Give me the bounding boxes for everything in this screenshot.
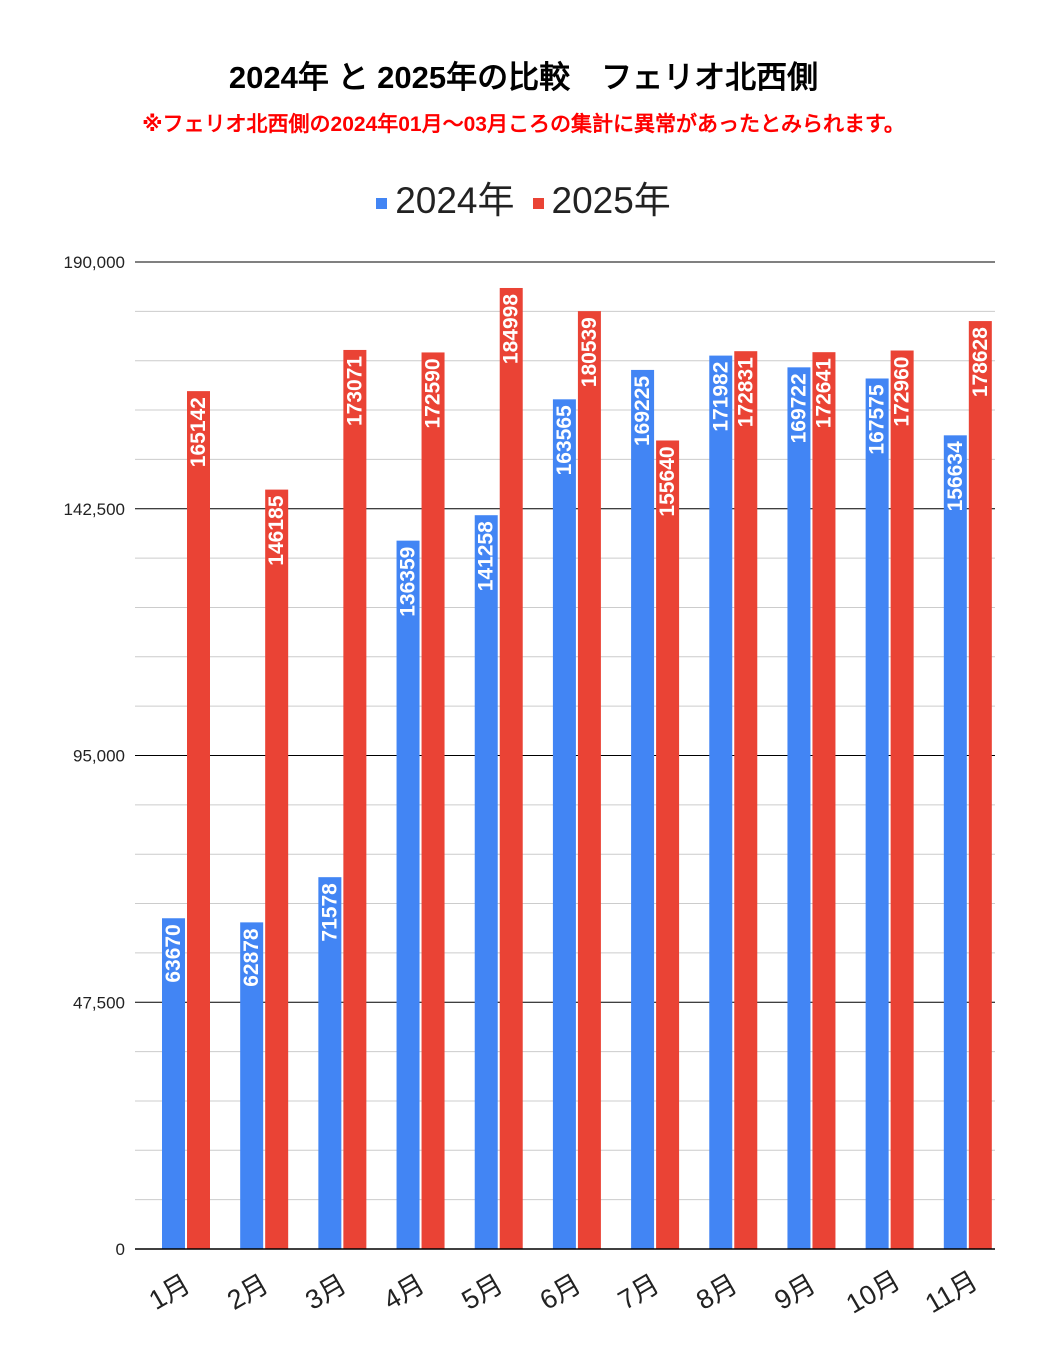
y-tick-label: 190,000 [64, 253, 125, 272]
bar-2025 [421, 352, 445, 1249]
data-label: 146185 [265, 495, 288, 565]
bar-2025 [265, 489, 289, 1249]
data-label: 62878 [240, 928, 263, 987]
bar-2025 [734, 351, 758, 1249]
data-label: 165142 [187, 397, 210, 467]
x-tick-label: 9月 [769, 1269, 820, 1316]
x-tick-label: 5月 [457, 1269, 508, 1316]
data-label: 155640 [656, 446, 679, 516]
legend-item-2024: 2024年 [376, 170, 515, 224]
y-tick-label: 142,500 [64, 500, 125, 519]
data-label: 172831 [734, 357, 757, 427]
data-label: 163565 [553, 405, 576, 475]
legend-item-2025: 2025年 [532, 170, 671, 224]
data-label: 169722 [787, 373, 810, 443]
bar-2024 [552, 399, 576, 1249]
bar-2024 [709, 355, 733, 1249]
data-label: 141258 [475, 521, 498, 591]
bar-2024 [865, 378, 889, 1250]
bar-2024 [943, 435, 967, 1249]
chart-subtitle: ※フェリオ北西側の2024年01月～03月ころの集計に異常があったとみられます。 [142, 113, 905, 136]
bar-2025 [656, 440, 680, 1249]
data-label: 184998 [500, 294, 523, 364]
x-tick-label: 6月 [535, 1269, 586, 1316]
data-label: 136359 [397, 547, 420, 617]
data-label: 71578 [318, 883, 341, 942]
x-tick-label: 3月 [300, 1269, 351, 1316]
x-tick-label: 8月 [691, 1269, 742, 1316]
bar-2024 [162, 918, 185, 1249]
bar-2024 [396, 540, 420, 1249]
legend-swatch [532, 197, 544, 209]
chart-title: 2024年 と 2025年の比較 フェリオ北西側 [228, 60, 819, 95]
y-tick-label: 95,000 [73, 747, 125, 766]
x-tick-label: 2月 [222, 1269, 273, 1316]
bar-2025 [968, 321, 992, 1249]
bar-2024 [318, 877, 342, 1249]
bar-2025 [890, 350, 914, 1249]
y-tick-label: 47,500 [73, 993, 125, 1012]
data-label: 169225 [631, 376, 654, 446]
data-label: 180539 [578, 317, 601, 387]
data-label: 167575 [866, 384, 889, 454]
data-label: 63670 [162, 924, 185, 982]
bar-2025 [577, 311, 601, 1249]
bar-2025 [343, 349, 367, 1249]
data-label: 171982 [709, 362, 732, 432]
data-label: 173071 [343, 356, 366, 426]
legend-swatch [376, 197, 388, 209]
x-tick-label: 10月 [841, 1265, 905, 1320]
bar-2025 [187, 391, 210, 1250]
legend: 2024年 2025年 [0, 170, 1047, 224]
x-tick-label: 7月 [613, 1269, 664, 1316]
legend-label: 2024年 [395, 180, 515, 221]
data-label: 178628 [969, 327, 992, 397]
data-label: 156634 [944, 441, 967, 511]
bar-2024 [787, 367, 811, 1249]
legend-label: 2025年 [551, 180, 671, 221]
data-label: 172641 [812, 358, 835, 428]
bar-2024 [474, 515, 498, 1249]
x-tick-label: 1月 [144, 1269, 195, 1316]
bar-2024 [631, 369, 655, 1249]
data-label: 172590 [422, 358, 445, 428]
data-label: 172960 [891, 357, 914, 427]
x-tick-label: 4月 [378, 1269, 429, 1316]
y-tick-label: 0 [116, 1240, 125, 1259]
bar-2024 [240, 922, 264, 1249]
x-tick-label: 11月 [920, 1265, 983, 1318]
bar-2025 [499, 287, 523, 1249]
bar-2025 [812, 352, 836, 1250]
